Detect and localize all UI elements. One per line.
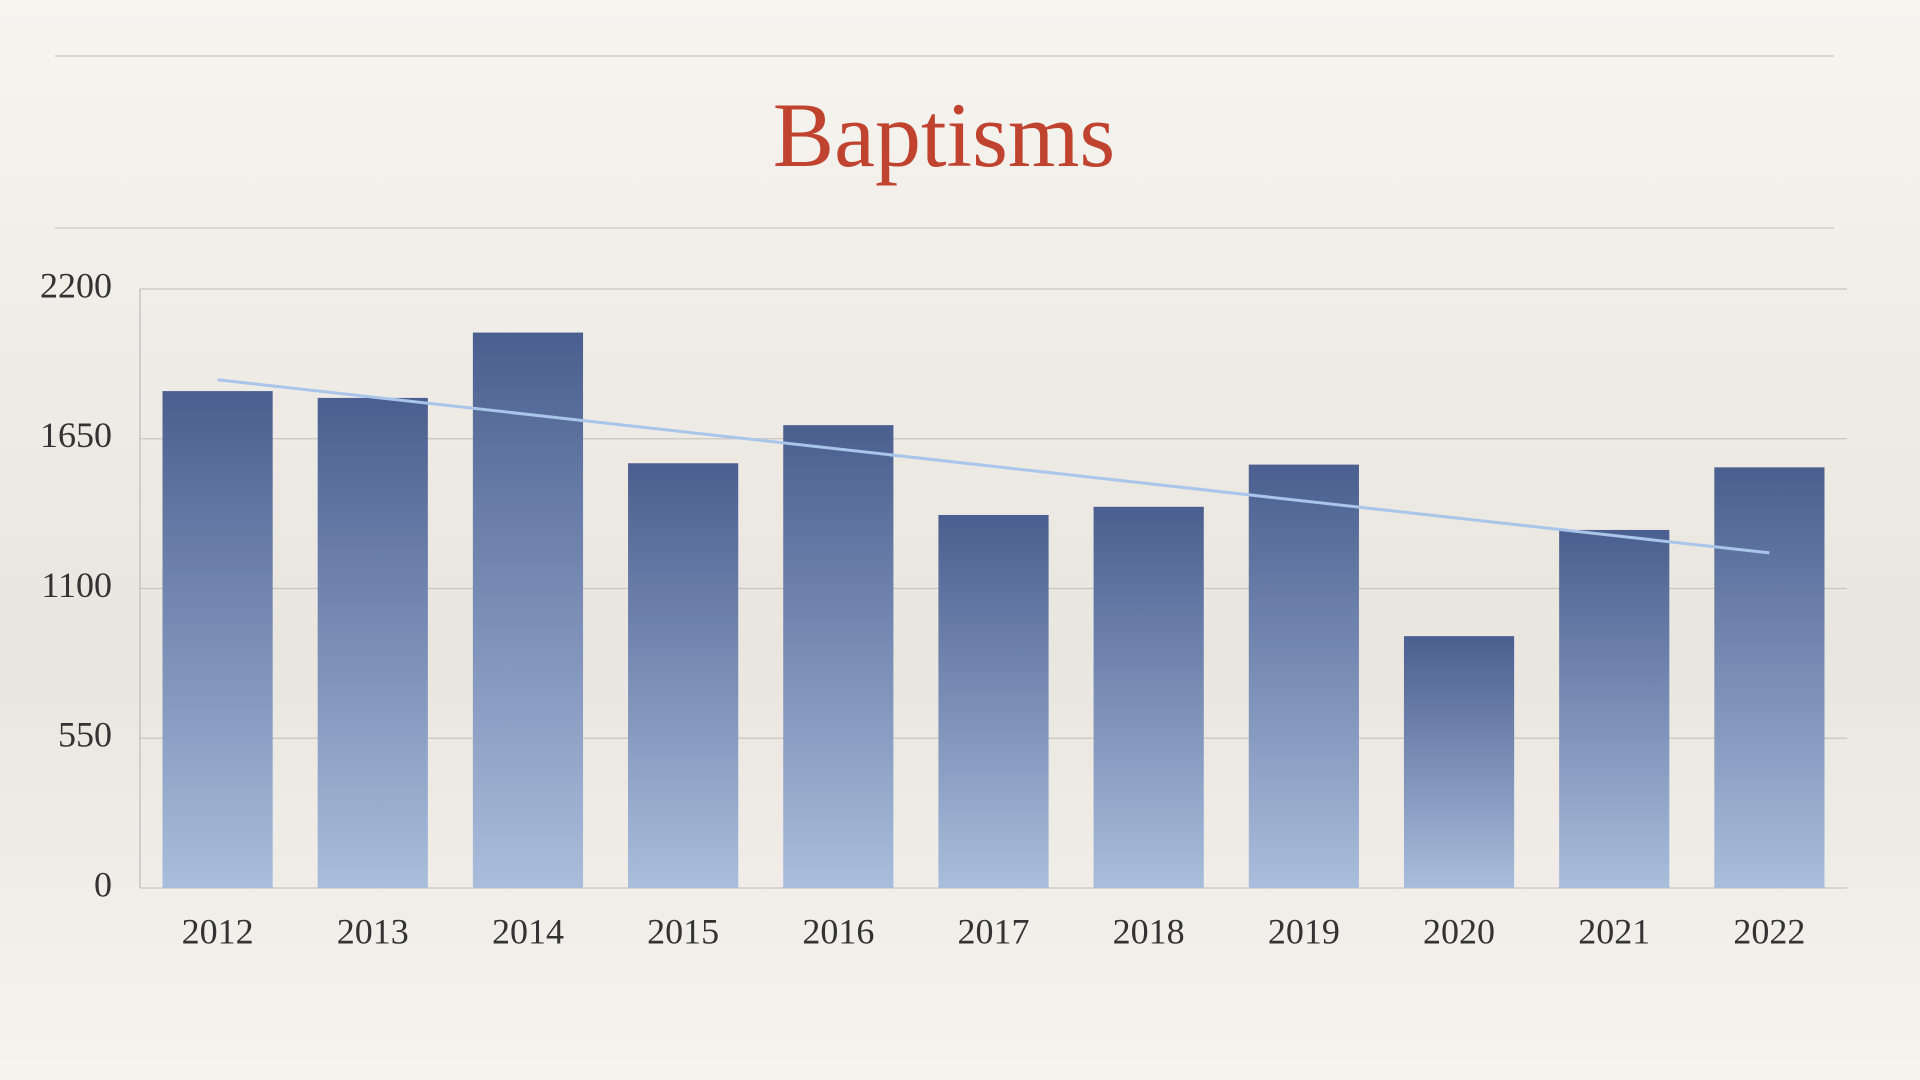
x-tick-label: 2018 [1113,911,1185,951]
x-tick-label: 2020 [1423,911,1495,951]
bar [472,332,584,889]
x-tick-label: 2022 [1733,911,1805,951]
bar [162,391,273,888]
x-tick-label: 2014 [492,911,564,951]
bar [1403,636,1515,888]
trend-line [217,378,1770,555]
bar [317,397,428,888]
x-tick-label: 2017 [958,911,1030,951]
x-tick-label: 2016 [802,911,874,951]
y-tick-label: 1100 [41,565,112,605]
bar [1559,529,1670,888]
bar [1093,506,1204,888]
x-tick-label: 2021 [1578,911,1650,951]
bar [1248,464,1359,888]
x-tick-label: 2012 [182,911,254,951]
y-tick-label: 2200 [40,265,112,305]
y-tick-label: 1650 [40,415,112,455]
bar [938,514,1049,888]
bar [628,463,739,888]
y-tick-label: 550 [58,715,112,755]
chart-title: Baptisms [773,84,1115,186]
bar [783,425,894,888]
x-tick-label: 2013 [337,911,409,951]
x-tick-label: 2015 [647,911,719,951]
x-tick-label: 2019 [1268,911,1340,951]
bar [1714,467,1825,888]
y-tick-label: 0 [94,864,112,904]
